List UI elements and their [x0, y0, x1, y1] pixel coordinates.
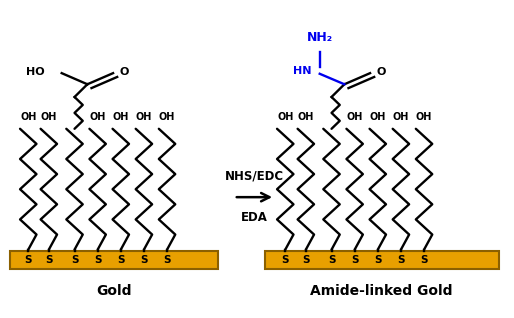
Text: S: S: [351, 255, 358, 265]
Text: O: O: [376, 66, 386, 77]
Bar: [10, 251, 218, 269]
Text: OH: OH: [159, 112, 175, 122]
Text: S: S: [328, 255, 335, 265]
Text: S: S: [94, 255, 101, 265]
Text: OH: OH: [416, 112, 432, 122]
Text: S: S: [140, 255, 148, 265]
Text: OH: OH: [41, 112, 57, 122]
Text: O: O: [119, 66, 128, 77]
Text: S: S: [25, 255, 32, 265]
Text: NHS/EDC: NHS/EDC: [225, 170, 284, 183]
Text: OH: OH: [346, 112, 363, 122]
Text: OH: OH: [89, 112, 106, 122]
Text: S: S: [117, 255, 124, 265]
Text: HN: HN: [293, 66, 312, 76]
Text: OH: OH: [277, 112, 293, 122]
Text: S: S: [374, 255, 381, 265]
Text: OH: OH: [298, 112, 314, 122]
Text: S: S: [71, 255, 78, 265]
Text: OH: OH: [370, 112, 386, 122]
Text: S: S: [45, 255, 52, 265]
Text: OH: OH: [113, 112, 129, 122]
Text: OH: OH: [136, 112, 152, 122]
Text: S: S: [282, 255, 289, 265]
Text: OH: OH: [393, 112, 409, 122]
Text: Amide-linked Gold: Amide-linked Gold: [310, 284, 453, 298]
Text: S: S: [163, 255, 171, 265]
Text: EDA: EDA: [241, 211, 268, 224]
Bar: [265, 251, 499, 269]
Text: S: S: [397, 255, 405, 265]
Text: S: S: [302, 255, 309, 265]
Text: S: S: [420, 255, 428, 265]
Text: NH₂: NH₂: [307, 31, 333, 44]
Text: HO: HO: [26, 66, 45, 77]
Text: OH: OH: [20, 112, 36, 122]
Text: Gold: Gold: [97, 284, 132, 298]
